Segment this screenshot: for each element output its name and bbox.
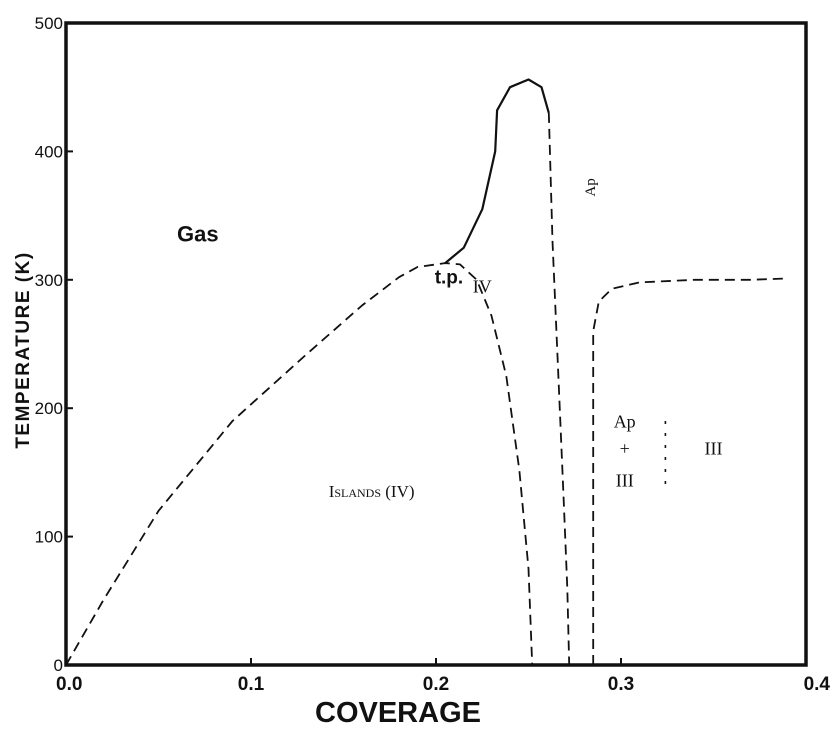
y-axis-label: TEMPERATURE (K) [13, 251, 34, 448]
annotation-islands-iv-5: Islands (IV) [329, 482, 415, 501]
phase-boundary-dashed-2 [65, 262, 534, 666]
x-tick-label: 0.0 [56, 674, 82, 695]
y-tick-label: 300 [35, 271, 63, 290]
phase-boundary-dashed-4 [592, 277, 786, 665]
phase-boundary-solid-1 [444, 78, 550, 264]
phase-boundary-dashed-3 [547, 112, 571, 666]
y-tick-label: 0 [54, 656, 63, 675]
y-tick-label: 200 [35, 399, 63, 418]
x-tick-label: 0.2 [423, 674, 449, 695]
annotation-iii-9: III [705, 438, 723, 458]
annotation-ap-4: Ap [583, 178, 599, 196]
plot-frame [64, 21, 808, 667]
x-tick-label: 0.1 [238, 674, 265, 695]
annotation-ap-6: Ap [614, 411, 636, 431]
y-tick-label: 500 [35, 14, 63, 33]
annotation--7: + [620, 438, 630, 458]
annotation-gas-1: Gas [177, 221, 219, 246]
x-tick-label: 0.3 [608, 674, 634, 695]
annotation-iii-8: III [616, 471, 634, 491]
x-tick-label: 0.4 [804, 674, 831, 695]
y-tick-label: 100 [35, 528, 63, 547]
annotation-t-p-2: t.p. [435, 268, 464, 289]
annotation-iv-3: IV [473, 277, 492, 297]
y-tick-label: 400 [35, 142, 63, 161]
x-axis-label: COVERAGE [315, 697, 481, 729]
